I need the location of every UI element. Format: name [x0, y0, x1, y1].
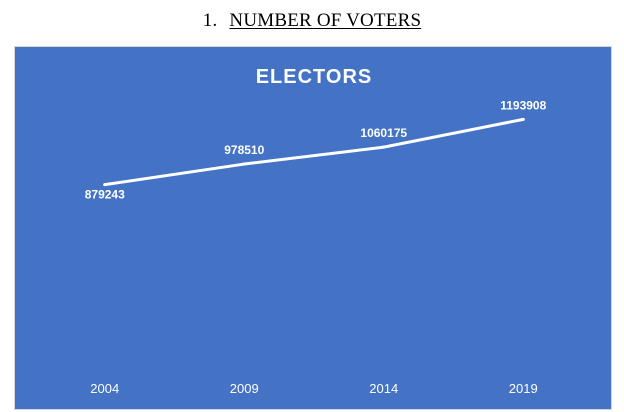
- x-tick-label-2014: 2014: [369, 381, 398, 396]
- data-label-2019: 1193908: [500, 98, 546, 112]
- heading-number: 1.: [202, 10, 218, 31]
- line-segment-2009-2014: [242, 145, 386, 166]
- x-tick-label-2019: 2019: [509, 381, 538, 396]
- x-tick-label-2004: 2004: [90, 381, 119, 396]
- electors-line-chart: ELECTORS 879243 978510 1060175 1193908 2004…: [85, 66, 547, 396]
- x-tick-label-2009: 2009: [230, 381, 259, 396]
- data-point-2004: [103, 183, 107, 187]
- drop-lines: [104, 119, 524, 367]
- chart-area: ELECTORS 879243 978510 1060175 1193908 2004…: [14, 46, 612, 410]
- data-label-2014: 1060175: [360, 126, 407, 140]
- data-point-2019: [521, 117, 525, 121]
- section-heading: 1. NUMBER OF VOTERS: [0, 10, 624, 32]
- data-point-2009: [242, 162, 246, 166]
- data-label-2004: 879243: [85, 188, 125, 202]
- data-point-2014: [382, 145, 386, 149]
- data-label-2009: 978510: [224, 143, 264, 157]
- series-line-group: [103, 117, 525, 187]
- x-axis-tick-labels: 2004 2009 2014 2019: [90, 381, 537, 396]
- line-segment-2014-2019: [382, 117, 525, 149]
- chart-title: ELECTORS: [256, 66, 373, 88]
- data-labels: 879243 978510 1060175 1193908: [85, 98, 547, 201]
- line-segment-2004-2009: [103, 162, 246, 187]
- heading-text: NUMBER OF VOTERS: [229, 10, 422, 31]
